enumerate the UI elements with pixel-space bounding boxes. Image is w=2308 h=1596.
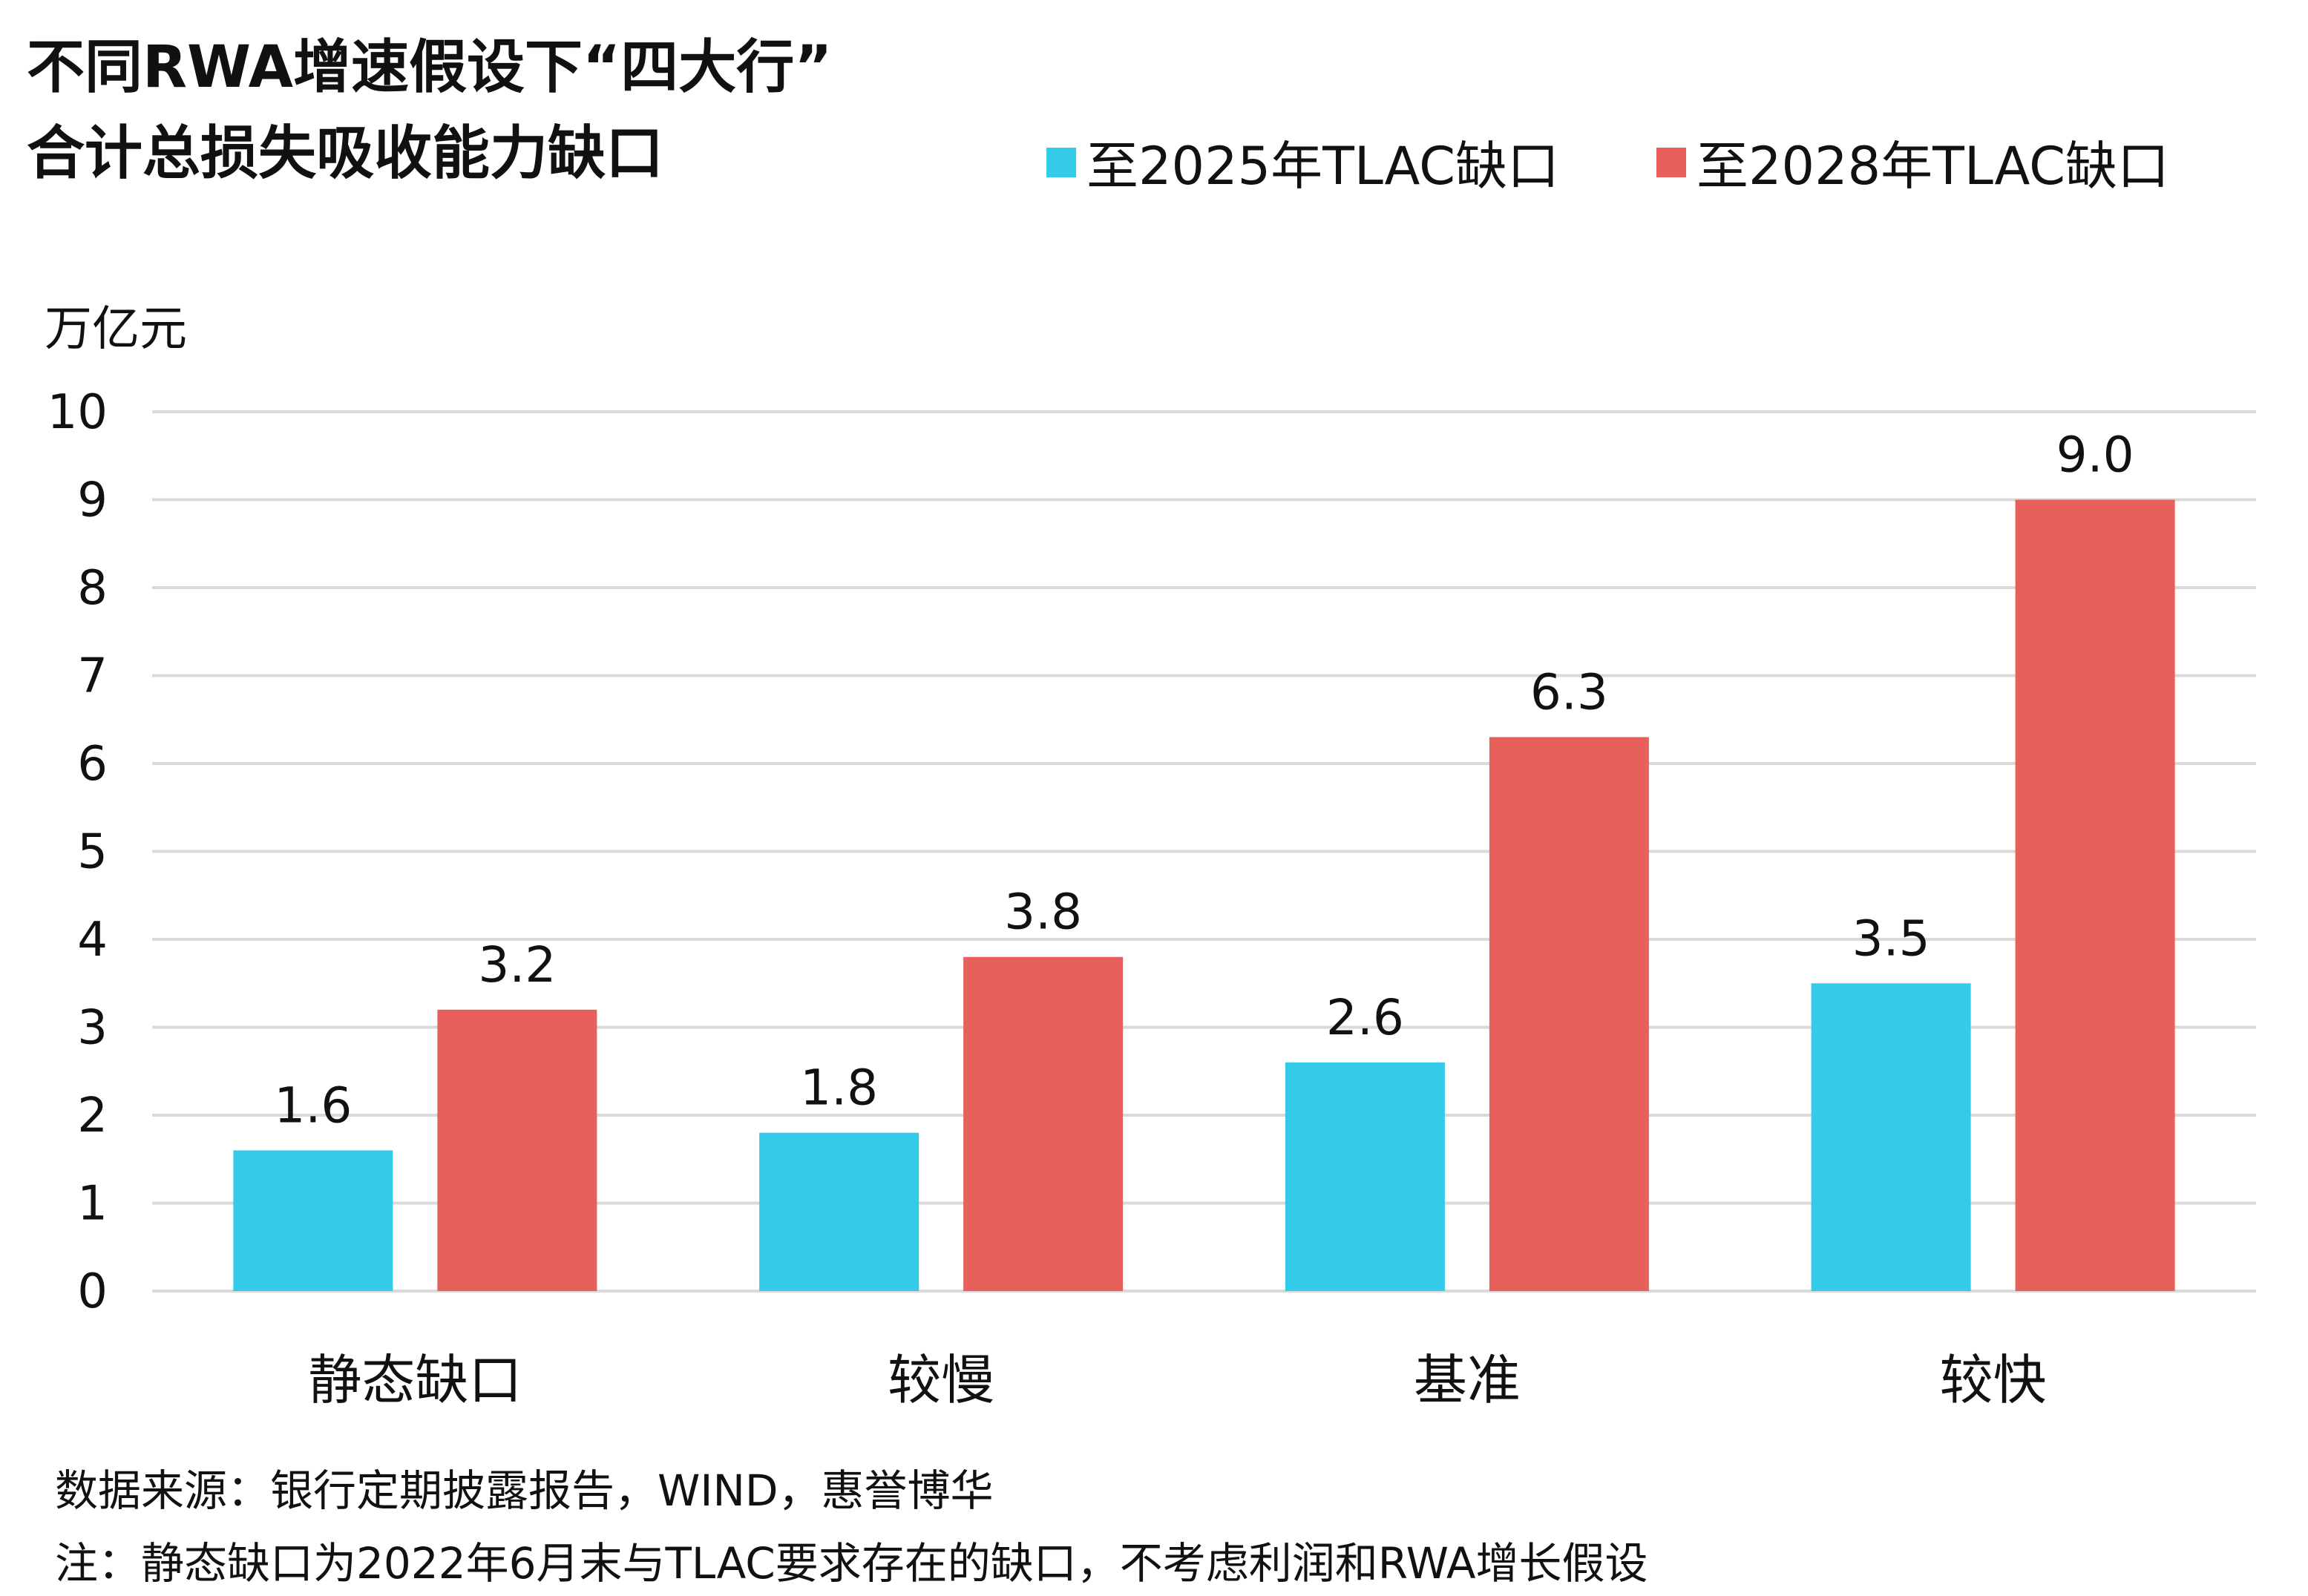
legend-item-2028: 至2028年TLAC缺口 <box>1656 125 2169 200</box>
data-label: 3.5 <box>1852 910 1930 967</box>
y-tick-label: 10 <box>47 385 108 440</box>
chart-title-line-1: 不同RWA增速假设下“四大行” <box>27 34 833 101</box>
y-tick-label: 3 <box>77 1001 108 1056</box>
y-tick-label: 5 <box>77 825 108 880</box>
data-label: 6.3 <box>1530 663 1608 720</box>
x-tick-label: 较慢 <box>888 1349 994 1411</box>
bar <box>437 1009 597 1291</box>
source-note: 数据来源：银行定期披露报告，WIND，惠誉博华 <box>55 1465 994 1516</box>
data-label: 3.2 <box>478 936 556 994</box>
y-tick-label: 1 <box>77 1177 108 1232</box>
bar <box>759 1132 919 1291</box>
data-label: 9.0 <box>2056 427 2134 484</box>
bar <box>1811 983 1971 1291</box>
bar <box>1489 737 1649 1291</box>
data-label: 2.6 <box>1326 989 1404 1046</box>
footnote: 注：静态缺口为2022年6月末与TLAC要求存在的缺口，不考虑利润和RWA增长假… <box>55 1538 1648 1589</box>
x-tick-label: 较快 <box>1940 1349 2047 1411</box>
data-label: 3.8 <box>1004 884 1082 941</box>
y-tick-label: 6 <box>77 737 108 792</box>
chart-title-line-2: 合计总损失吸收能力缺口 <box>27 120 664 187</box>
data-label: 1.8 <box>800 1060 878 1117</box>
y-tick-label: 0 <box>77 1264 108 1319</box>
legend-swatch-2025 <box>1046 147 1076 177</box>
y-tick-label: 7 <box>77 649 108 704</box>
bar <box>233 1150 393 1291</box>
y-tick-label: 2 <box>77 1088 108 1143</box>
y-axis-label: 万亿元 <box>45 302 187 357</box>
data-label: 1.6 <box>274 1077 352 1134</box>
legend-swatch-2028 <box>1656 147 1686 177</box>
legend-item-2025: 至2025年TLAC缺口 <box>1046 125 1559 200</box>
bar <box>2015 499 2175 1291</box>
legend-label-2025: 至2025年TLAC缺口 <box>1086 136 1560 197</box>
bar <box>1285 1062 1445 1291</box>
y-tick-label: 9 <box>77 473 108 528</box>
legend-label-2028: 至2028年TLAC缺口 <box>1696 136 2170 197</box>
x-tick-label: 基准 <box>1414 1349 1521 1411</box>
bar <box>963 956 1124 1291</box>
y-tick-label: 8 <box>77 561 108 616</box>
x-tick-label: 静态缺口 <box>308 1349 522 1411</box>
y-tick-label: 4 <box>77 913 108 968</box>
